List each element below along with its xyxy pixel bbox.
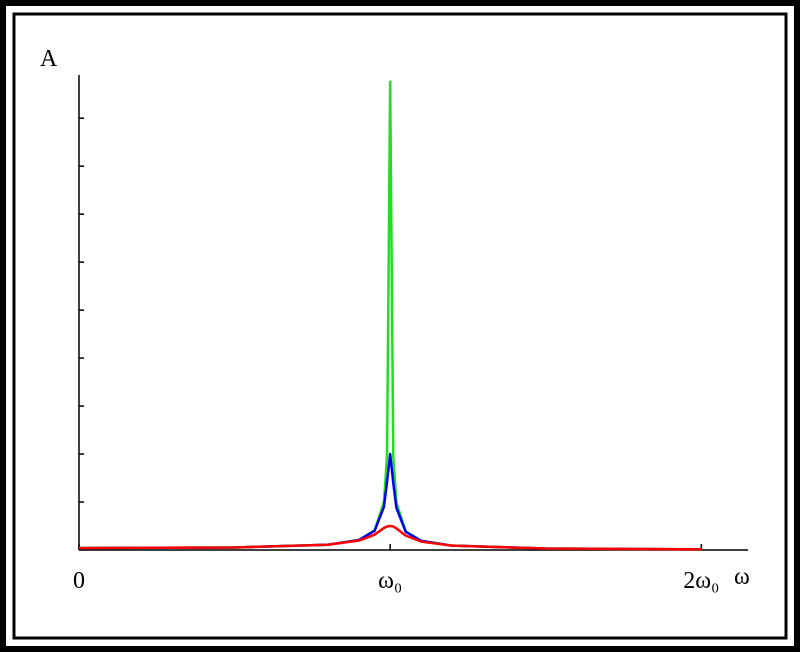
x-tick-label: 2ω₀	[683, 568, 719, 594]
curve-red	[78, 524, 702, 551]
x-tick-label: ω₀	[378, 568, 402, 594]
curve-green	[78, 80, 702, 551]
x-tick-label: 0	[73, 568, 85, 594]
inner-frame	[12, 12, 788, 640]
curve-blue	[78, 452, 702, 551]
y-axis-label: A	[40, 46, 58, 72]
x-axis-label: ω	[734, 564, 750, 590]
